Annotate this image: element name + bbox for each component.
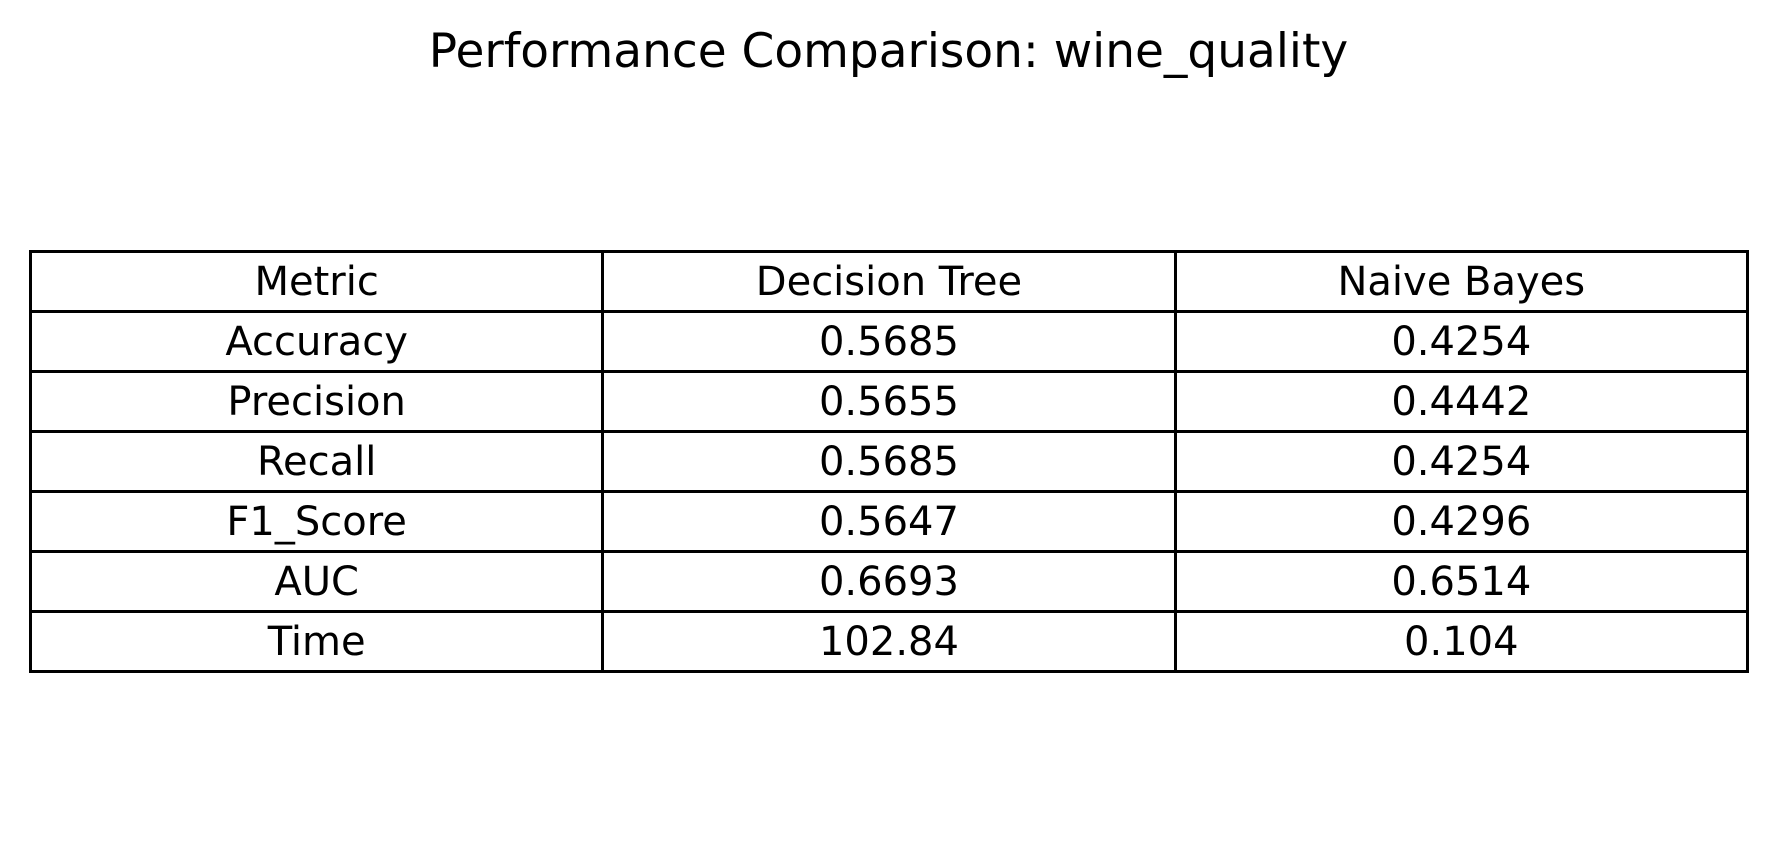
metric-name: Time — [28, 610, 605, 673]
naive-bayes-value: 0.104 — [1173, 610, 1750, 673]
header-decision-tree: Decision Tree — [601, 250, 1177, 313]
header-naive-bayes: Naive Bayes — [1173, 250, 1750, 313]
table-header-row: Metric Decision Tree Naive Bayes — [28, 250, 1750, 313]
naive-bayes-value: 0.4296 — [1173, 490, 1750, 553]
naive-bayes-value: 0.4254 — [1173, 310, 1750, 373]
header-metric: Metric — [28, 250, 605, 313]
decision-tree-value: 0.5655 — [601, 370, 1177, 433]
metric-name: Accuracy — [28, 310, 605, 373]
naive-bayes-value: 0.4254 — [1173, 430, 1750, 493]
metric-name: F1_Score — [28, 490, 605, 553]
table-row: Recall 0.5685 0.4254 — [28, 430, 1750, 493]
decision-tree-value: 102.84 — [601, 610, 1177, 673]
metric-name: Precision — [28, 370, 605, 433]
naive-bayes-value: 0.4442 — [1173, 370, 1750, 433]
table-row: Accuracy 0.5685 0.4254 — [28, 310, 1750, 373]
decision-tree-value: 0.6693 — [601, 550, 1177, 613]
decision-tree-value: 0.5685 — [601, 310, 1177, 373]
naive-bayes-value: 0.6514 — [1173, 550, 1750, 613]
table-row: F1_Score 0.5647 0.4296 — [28, 490, 1750, 553]
table-row: Time 102.84 0.104 — [28, 610, 1750, 673]
metric-name: AUC — [28, 550, 605, 613]
table-row: AUC 0.6693 0.6514 — [28, 550, 1750, 613]
chart-title: Performance Comparison: wine_quality — [428, 24, 1349, 79]
decision-tree-value: 0.5647 — [601, 490, 1177, 553]
decision-tree-value: 0.5685 — [601, 430, 1177, 493]
metric-name: Recall — [28, 430, 605, 493]
performance-table: Metric Decision Tree Naive Bayes Accurac… — [28, 250, 1750, 673]
table-row: Precision 0.5655 0.4442 — [28, 370, 1750, 433]
